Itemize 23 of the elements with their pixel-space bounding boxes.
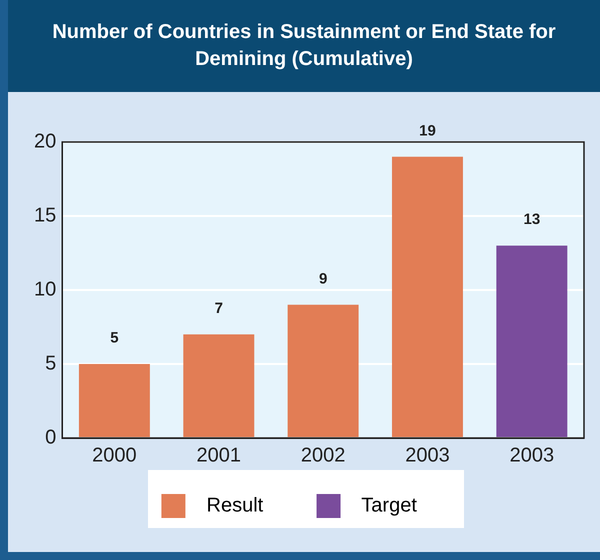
y-tick-label: 0 (45, 426, 56, 449)
data-label: 9 (318, 270, 328, 288)
y-tick-label: 20 (34, 130, 56, 153)
data-label: 19 (419, 122, 436, 140)
legend-label: Target (350, 494, 450, 517)
y-tick-label: 10 (34, 278, 56, 301)
x-tick-label: 2000 (92, 444, 137, 467)
x-tick-label: 2001 (196, 444, 242, 467)
data-label: 5 (110, 330, 119, 347)
legend-label: Result (195, 494, 297, 517)
bar (183, 334, 254, 437)
x-tick-label: 2003 (510, 444, 554, 467)
bar (78, 364, 150, 437)
x-tick-label: 2002 (300, 444, 346, 467)
data-label: 13 (523, 211, 540, 228)
bar (288, 304, 359, 437)
y-tick-label: 15 (34, 204, 56, 227)
bar (392, 156, 463, 437)
y-tick-label: 5 (45, 352, 56, 375)
bar (496, 246, 568, 437)
x-tick-label: 2003 (405, 444, 450, 467)
data-label: 7 (214, 300, 223, 318)
chart-title: Number of Countries in Sustainment or End State for Demining (Cumulative) (8, 0, 600, 92)
